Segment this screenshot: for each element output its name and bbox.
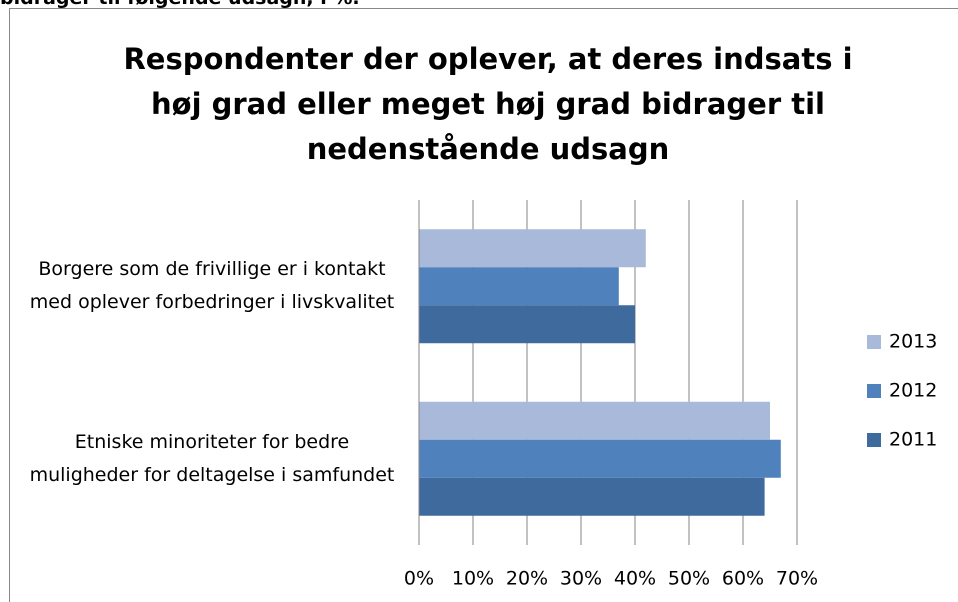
legend-label: 2012 bbox=[889, 380, 937, 402]
x-tick-label: 60% bbox=[722, 568, 764, 590]
category-label: Etniske minoriteter for bedre muligheder… bbox=[29, 430, 395, 486]
x-tick-label: 40% bbox=[614, 568, 656, 590]
x-tick-label: 70% bbox=[776, 568, 818, 590]
bar bbox=[419, 401, 770, 440]
bar bbox=[419, 305, 635, 344]
bar bbox=[419, 439, 781, 478]
x-tick-label: 30% bbox=[560, 568, 602, 590]
legend-swatch bbox=[867, 335, 881, 349]
bar bbox=[419, 229, 646, 268]
chart-border bbox=[9, 8, 958, 602]
legend-swatch bbox=[867, 384, 881, 398]
chart-title: Respondenter der oplever, at deres indsa… bbox=[123, 42, 853, 166]
legend-label: 2013 bbox=[889, 331, 937, 353]
bar bbox=[419, 477, 765, 516]
x-tick-label: 0% bbox=[404, 568, 434, 590]
bar bbox=[419, 267, 619, 306]
x-tick-label: 20% bbox=[506, 568, 548, 590]
heading: bidrager til følgende udsagn, i %. bbox=[0, 0, 360, 9]
x-tick-label: 50% bbox=[668, 568, 710, 590]
legend-label: 2011 bbox=[889, 429, 937, 451]
category-label: Borgere som de frivillige er i kontakt m… bbox=[29, 258, 395, 314]
legend-swatch bbox=[867, 433, 881, 447]
x-tick-label: 10% bbox=[452, 568, 494, 590]
